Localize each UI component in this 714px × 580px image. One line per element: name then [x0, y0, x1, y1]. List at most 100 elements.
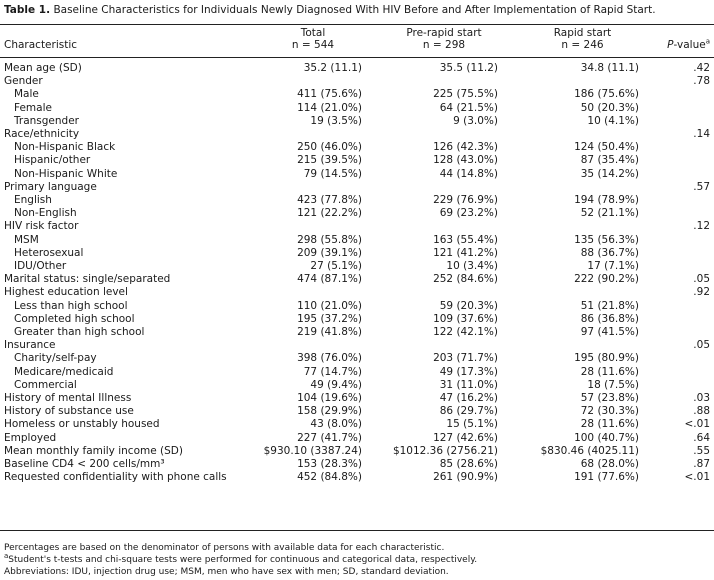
header-p-rest: -value	[673, 39, 706, 52]
table-row: History of substance use 158 (29.9%) 86 (2…	[0, 405, 714, 418]
footnote-2-superscript: a	[4, 552, 9, 560]
cell-rapid-start: 88 (36.7%)	[580, 246, 639, 259]
cell-pre-rapid: 229 (76.9%)	[433, 194, 498, 207]
table-row: Non-Hispanic White 79 (14.5%) 44 (14.8%) 35…	[0, 168, 714, 181]
table-row: Transgender 19 (3.5%) 9 (3.0%) 10 (4.1%)	[0, 115, 714, 128]
cell-rapid-start: 72 (30.3%)	[580, 405, 639, 418]
cell-total: 398 (76.0%)	[297, 352, 362, 365]
cell-pre-rapid: $1012.36 (2756.21)	[392, 444, 498, 457]
cell-rapid-start: 186 (75.6%)	[574, 88, 639, 101]
cell-total: 49 (9.4%)	[310, 378, 362, 391]
table-row: Non-English 121 (22.2%) 69 (23.2%) 52 (21.1…	[0, 207, 714, 220]
row-label: Requested confidentiality with phone cal…	[4, 471, 227, 484]
table-row: Heterosexual 209 (39.1%) 121 (41.2%) 88 (36…	[0, 247, 714, 260]
cell-p-value	[651, 115, 714, 128]
row-label: Baseline CD4 < 200 cells/mm³	[4, 458, 165, 471]
cell-pre-rapid: 64 (21.5%)	[439, 101, 498, 114]
cell-total: 298 (55.8%)	[297, 233, 362, 246]
table-row: HIV risk factor .12	[0, 220, 714, 233]
cell-rapid-start: 35 (14.2%)	[580, 167, 639, 180]
table-row: Baseline CD4 < 200 cells/mm³ 153 (28.3%) 8…	[0, 458, 714, 471]
cell-pre-rapid: 9 (3.0%)	[453, 114, 498, 127]
cell-pre-rapid: 35.5 (11.2)	[439, 62, 498, 74]
row-label: Highest education level	[4, 286, 128, 299]
cell-p-value	[651, 352, 714, 365]
row-label: Employed	[4, 431, 57, 444]
cell-p-value: .12	[693, 220, 710, 233]
cell-p-value	[651, 234, 714, 247]
cell-total: 474 (87.1%)	[297, 273, 362, 286]
table-title: Table 1. Baseline Characteristics for In…	[4, 4, 656, 16]
cell-total: 158 (29.9%)	[297, 405, 362, 418]
cell-rapid-start: 222 (90.2%)	[574, 273, 639, 286]
cell-p-value: .03	[693, 392, 710, 405]
table-row: Primary language .57	[0, 181, 714, 194]
header-total-n: n = 544	[291, 39, 335, 52]
header-total-label: Total	[300, 26, 326, 39]
cell-rapid-start: $830.46 (4025.11)	[540, 444, 639, 457]
cell-rapid-start: 18 (7.5%)	[587, 378, 639, 391]
table-body: Mean age (SD) 35.2 (11.1) 35.5 (11.2) 34.8 …	[0, 57, 714, 490]
cell-p-value	[651, 141, 714, 154]
cell-p-value	[651, 207, 714, 220]
cell-rapid-start: 50 (20.3%)	[580, 101, 639, 114]
cell-rapid-start: 28 (11.6%)	[580, 418, 639, 431]
cell-rapid-start	[510, 339, 651, 352]
cell-p-value: .42	[693, 62, 710, 74]
cell-rapid-start: 124 (50.4%)	[574, 141, 639, 154]
cell-rapid-start: 52 (21.1%)	[580, 207, 639, 220]
cell-p-value	[651, 300, 714, 313]
cell-pre-rapid	[374, 128, 510, 141]
row-label: Transgender	[14, 114, 79, 127]
cell-total	[248, 75, 374, 88]
cell-p-value: .78	[693, 75, 710, 88]
cell-total: 110 (21.0%)	[297, 299, 362, 312]
cell-rapid-start: 135 (56.3%)	[574, 233, 639, 246]
header-total: Total n = 544	[248, 26, 374, 57]
cell-rapid-start: 194 (78.9%)	[574, 194, 639, 207]
cell-pre-rapid	[374, 220, 510, 233]
cell-total: 411 (75.6%)	[297, 88, 362, 101]
cell-pre-rapid: 261 (90.9%)	[433, 471, 498, 484]
footnote-2-text: Student's t-tests and chi-square tests w…	[8, 555, 478, 565]
cell-rapid-start: 68 (28.0%)	[580, 458, 639, 471]
cell-total: 19 (3.5%)	[310, 114, 362, 127]
data-table: Characteristic Total n = 544 Pre-rapid s…	[0, 26, 714, 490]
cell-total: $930.10 (3387.24)	[263, 444, 362, 457]
table-row: Non-Hispanic Black 250 (46.0%) 126 (42.3%)…	[0, 141, 714, 154]
table-row: Mean monthly family income (SD) $930.10 (…	[0, 445, 714, 458]
header-p-value: P-valuea	[651, 26, 714, 57]
cell-pre-rapid: 44 (14.8%)	[439, 167, 498, 180]
row-label: MSM	[14, 233, 39, 246]
cell-p-value	[651, 247, 714, 260]
row-label: History of substance use	[4, 405, 134, 418]
cell-total: 104 (19.6%)	[297, 392, 362, 405]
header-rapid-label: Rapid start	[553, 26, 612, 39]
cell-pre-rapid	[374, 75, 510, 88]
cell-p-value	[651, 102, 714, 115]
table-row: Race/ethnicity .14	[0, 128, 714, 141]
row-label: Male	[14, 88, 39, 101]
cell-pre-rapid: 128 (43.0%)	[433, 154, 498, 167]
cell-rapid-start	[510, 181, 651, 194]
row-label: Less than high school	[14, 299, 128, 312]
table-caption: Baseline Characteristics for Individuals…	[53, 4, 656, 16]
cell-total: 215 (39.5%)	[297, 154, 362, 167]
table-row: IDU/Other 27 (5.1%) 10 (3.4%) 17 (7.1%)	[0, 260, 714, 273]
cell-total: 114 (21.0%)	[297, 101, 362, 114]
table-row: Female 114 (21.0%) 64 (21.5%) 50 (20.3%)	[0, 102, 714, 115]
table-row: Homeless or unstably housed 43 (8.0%) 15 (…	[0, 418, 714, 431]
cell-p-value	[651, 88, 714, 101]
cell-pre-rapid: 85 (28.6%)	[439, 458, 498, 471]
row-label: Mean monthly family income (SD)	[4, 444, 183, 457]
cell-total: 227 (41.7%)	[297, 431, 362, 444]
cell-p-value	[651, 313, 714, 326]
cell-pre-rapid	[374, 286, 510, 299]
cell-pre-rapid: 47 (16.2%)	[439, 392, 498, 405]
table-row: Requested confidentiality with phone cal…	[0, 471, 714, 489]
cell-total: 121 (22.2%)	[297, 207, 362, 220]
cell-p-value	[651, 154, 714, 167]
cell-pre-rapid: 121 (41.2%)	[433, 246, 498, 259]
row-label: Completed high school	[14, 312, 135, 325]
table-row: Completed high school 195 (37.2%) 109 (37.…	[0, 313, 714, 326]
